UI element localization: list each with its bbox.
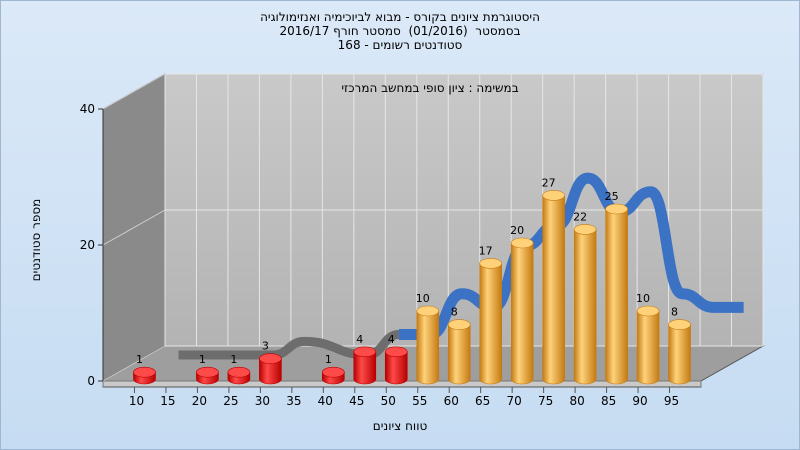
y-tick-label: 40 <box>80 102 95 116</box>
bar: 22 <box>573 210 597 385</box>
x-tick-label: 75 <box>538 394 553 408</box>
bar: 25 <box>605 190 628 385</box>
bar: 1 <box>322 353 345 385</box>
bar: 10 <box>636 292 660 385</box>
bar: 3 <box>259 340 282 385</box>
bar: 1 <box>227 353 251 385</box>
bar: 17 <box>479 244 502 385</box>
x-axis-title: טווח ציונים <box>373 419 428 433</box>
bar: 27 <box>542 176 565 385</box>
bar: 4 <box>353 333 377 385</box>
bar-value-label: 1 <box>230 353 237 366</box>
bar-top <box>353 346 377 358</box>
bar-value-label: 1 <box>199 353 206 366</box>
bar: 1 <box>133 353 156 385</box>
x-tick-label: 10 <box>129 394 144 408</box>
x-tick-label: 70 <box>507 394 522 408</box>
bar-value-label: 4 <box>356 333 363 346</box>
bar-body <box>479 263 502 385</box>
bar-value-label: 1 <box>136 353 143 366</box>
bar-value-label: 22 <box>573 210 587 223</box>
bar-top <box>384 346 408 358</box>
bar-top <box>636 305 660 317</box>
bar-body <box>353 351 377 385</box>
bar-top <box>605 203 628 215</box>
bar-top <box>479 258 502 269</box>
bar-top <box>133 366 156 378</box>
bar-body <box>259 358 282 385</box>
bar: 10 <box>416 292 440 385</box>
x-tick-label: 30 <box>255 394 270 408</box>
title-line-1: היסטוגרמת ציונים בקורס - מבוא לביוכימיה … <box>260 10 540 24</box>
bar: 1 <box>196 353 219 385</box>
bar-value-label: 1 <box>325 353 332 366</box>
bar-top <box>510 237 534 249</box>
x-tick-label: 45 <box>349 394 364 408</box>
bar-top <box>259 353 282 364</box>
bar-top <box>416 305 440 317</box>
bar-body <box>447 324 471 385</box>
bar-value-label: 20 <box>510 224 524 237</box>
title-line-3: 168 - סטודנטים רשומים <box>337 38 463 52</box>
x-tick-label: 40 <box>318 394 333 408</box>
x-tick-label: 60 <box>444 394 459 408</box>
x-tick-label: 85 <box>601 394 616 408</box>
y-axis-title: מספר סטודנטים <box>29 199 43 282</box>
bar: 8 <box>447 306 471 385</box>
bar-top <box>668 319 691 330</box>
x-tick-label: 50 <box>381 394 396 408</box>
bar-value-label: 25 <box>605 190 619 203</box>
bar-top <box>322 366 345 378</box>
x-tick-label: 35 <box>286 394 301 408</box>
x-tick-label: 80 <box>569 394 584 408</box>
bar-top <box>196 366 219 378</box>
bar-value-label: 8 <box>451 306 458 319</box>
gridline-side <box>102 345 166 382</box>
gridline-side <box>102 209 166 246</box>
bar-value-label: 4 <box>388 333 395 346</box>
bar-top <box>447 319 471 330</box>
y-tick-label: 20 <box>80 238 95 252</box>
bar-top <box>542 190 565 201</box>
bar-value-label: 27 <box>542 176 556 189</box>
bar-body <box>384 351 408 385</box>
bar-body <box>636 310 660 385</box>
bar-body <box>573 229 597 385</box>
bar-top <box>227 366 251 378</box>
x-tick-label: 65 <box>475 394 490 408</box>
y-tick-label: 0 <box>87 374 95 388</box>
x-tick-label: 20 <box>192 394 207 408</box>
bar: 8 <box>668 306 691 385</box>
bar-body <box>510 242 534 385</box>
x-tick-label: 25 <box>223 394 238 408</box>
x-tick-label: 90 <box>632 394 647 408</box>
bar-value-label: 10 <box>636 292 650 305</box>
x-tick-label: 15 <box>160 394 175 408</box>
bar-body <box>416 310 440 385</box>
bar: 20 <box>510 224 534 385</box>
title-line-2: בסמסטר (01/2016) סמסטר חורף 2016/17 <box>279 24 521 38</box>
trend-ribbon-blue <box>398 172 744 341</box>
chart-title: היסטוגרמת ציונים בקורס - מבוא לביוכימיה … <box>0 10 800 52</box>
bar-value-label: 10 <box>416 292 430 305</box>
bar-body <box>605 208 628 385</box>
x-tick-label: 95 <box>664 394 679 408</box>
gridline-side <box>102 73 166 110</box>
bar-top <box>573 224 597 235</box>
bar-value-label: 17 <box>479 244 493 257</box>
bar-body <box>542 195 565 385</box>
bar: 4 <box>384 333 408 385</box>
chart-note: במשימה : ציון סופי במחשב המרכזי <box>341 81 518 95</box>
bar-body <box>668 324 691 385</box>
x-tick-label: 55 <box>412 394 427 408</box>
bar-value-label: 3 <box>262 340 269 353</box>
bar-value-label: 8 <box>671 306 678 319</box>
